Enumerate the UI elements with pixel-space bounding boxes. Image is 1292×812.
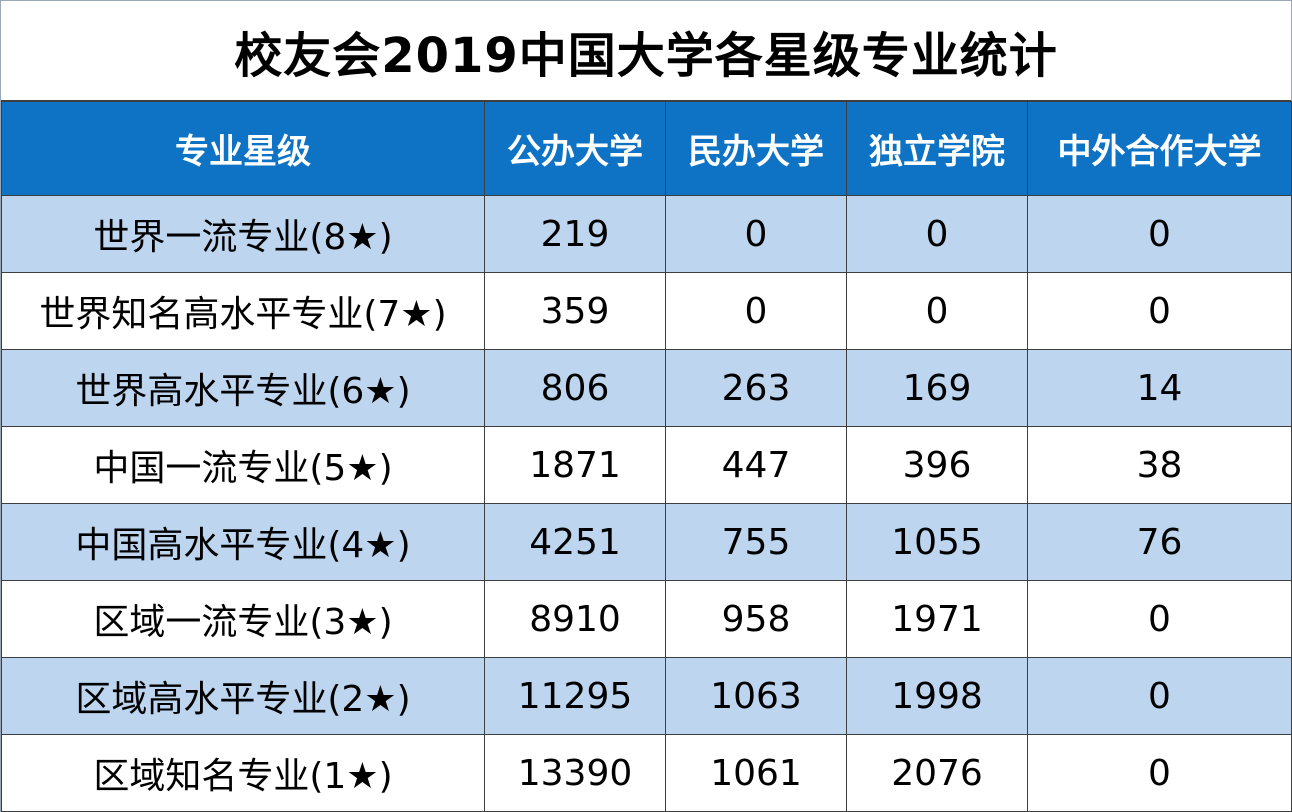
cell-private: 0 — [665, 195, 847, 273]
table-row: 世界知名高水平专业(7★) 359 0 0 0 — [1, 272, 1292, 350]
cell-public: 8910 — [484, 580, 666, 658]
table-row: 区域高水平专业(2★) 11295 1063 1998 0 — [1, 657, 1292, 735]
cell-public: 219 — [484, 195, 666, 273]
cell-public: 13390 — [484, 734, 666, 812]
row-label: 区域高水平专业(2★) — [1, 657, 485, 735]
row-label: 区域一流专业(3★) — [1, 580, 485, 658]
cell-sino-foreign: 14 — [1027, 349, 1292, 427]
header-sino-foreign-university: 中外合作大学 — [1027, 101, 1292, 196]
cell-sino-foreign: 0 — [1027, 272, 1292, 350]
header-private-university: 民办大学 — [665, 101, 847, 196]
header-star-level: 专业星级 — [1, 101, 485, 196]
cell-private: 0 — [665, 272, 847, 350]
table-row: 区域一流专业(3★) 8910 958 1971 0 — [1, 580, 1292, 658]
cell-independent: 1998 — [846, 657, 1028, 735]
cell-public: 11295 — [484, 657, 666, 735]
header-public-university: 公办大学 — [484, 101, 666, 196]
table-row: 世界一流专业(8★) 219 0 0 0 — [1, 195, 1292, 273]
table-row: 区域知名专业(1★) 13390 1061 2076 0 — [1, 734, 1292, 812]
table-row: 中国高水平专业(4★) 4251 755 1055 76 — [1, 503, 1292, 581]
cell-private: 755 — [665, 503, 847, 581]
row-label: 世界一流专业(8★) — [1, 195, 485, 273]
cell-public: 359 — [484, 272, 666, 350]
cell-public: 4251 — [484, 503, 666, 581]
cell-independent: 0 — [846, 272, 1028, 350]
table-row: 中国一流专业(5★) 1871 447 396 38 — [1, 426, 1292, 504]
cell-private: 958 — [665, 580, 847, 658]
table-title: 校友会2019中国大学各星级专业统计 — [1, 1, 1291, 101]
cell-independent: 2076 — [846, 734, 1028, 812]
cell-private: 447 — [665, 426, 847, 504]
cell-sino-foreign: 38 — [1027, 426, 1292, 504]
row-label: 世界知名高水平专业(7★) — [1, 272, 485, 350]
cell-sino-foreign: 0 — [1027, 734, 1292, 812]
cell-sino-foreign: 0 — [1027, 195, 1292, 273]
cell-sino-foreign: 76 — [1027, 503, 1292, 581]
cell-independent: 1055 — [846, 503, 1028, 581]
row-label: 中国一流专业(5★) — [1, 426, 485, 504]
row-label: 中国高水平专业(4★) — [1, 503, 485, 581]
cell-public: 1871 — [484, 426, 666, 504]
header-row: 专业星级 公办大学 民办大学 独立学院 中外合作大学 — [1, 101, 1292, 196]
cell-independent: 169 — [846, 349, 1028, 427]
table-row: 世界高水平专业(6★) 806 263 169 14 — [1, 349, 1292, 427]
cell-private: 1063 — [665, 657, 847, 735]
cell-independent: 0 — [846, 195, 1028, 273]
row-label: 世界高水平专业(6★) — [1, 349, 485, 427]
cell-private: 263 — [665, 349, 847, 427]
cell-private: 1061 — [665, 734, 847, 812]
header-independent-college: 独立学院 — [846, 101, 1028, 196]
cell-independent: 396 — [846, 426, 1028, 504]
cell-sino-foreign: 0 — [1027, 657, 1292, 735]
star-major-table: 专业星级 公办大学 民办大学 独立学院 中外合作大学 世界一流专业(8★) 21… — [1, 101, 1292, 812]
cell-public: 806 — [484, 349, 666, 427]
cell-sino-foreign: 0 — [1027, 580, 1292, 658]
cell-independent: 1971 — [846, 580, 1028, 658]
row-label: 区域知名专业(1★) — [1, 734, 485, 812]
